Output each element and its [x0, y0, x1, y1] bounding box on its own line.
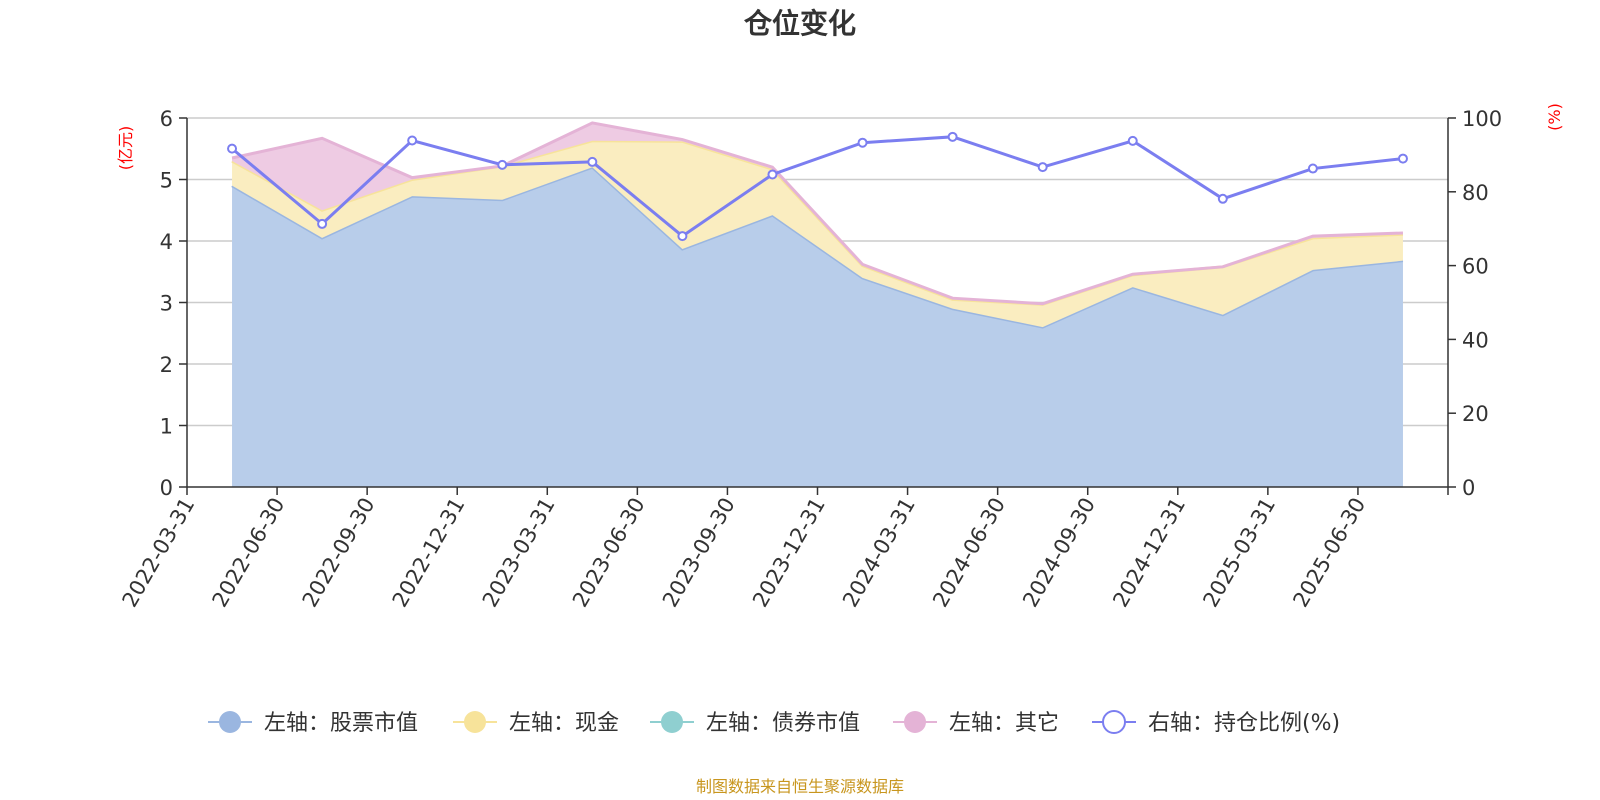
area-series-1 [232, 140, 1403, 328]
x-axis-tick-label: 2024-06-30 [928, 493, 1010, 611]
line-series-layer [227, 131, 1408, 242]
area-series-layer [231, 121, 1404, 487]
legend-label: 左轴：债券市值 [706, 711, 860, 736]
left-axis-tick-label: 3 [160, 292, 173, 316]
x-axis-tick-label: 2024-09-30 [1018, 494, 1100, 612]
right-axis-unit: (%) [1545, 103, 1564, 131]
line-series-marker [497, 159, 508, 170]
x-axis-tick-label: 2022-03-31 [118, 494, 200, 612]
line-series-marker [1037, 162, 1048, 173]
legend-item[interactable]: 左轴：其它 [893, 711, 1059, 736]
line-series-marker [947, 131, 958, 142]
x-axis-tick-label: 2024-03-31 [838, 494, 920, 612]
legend-label: 右轴：持仓比例(%) [1148, 711, 1340, 736]
right-axis-tick-label: 100 [1462, 107, 1502, 131]
line-series-marker [1397, 153, 1408, 164]
legend-item[interactable]: 右轴：持仓比例(%) [1092, 710, 1340, 736]
left-axis-tick-label: 6 [160, 107, 173, 131]
legend-marker [219, 711, 241, 733]
data-source-note: 制图数据来自恒生聚源数据库 [696, 777, 904, 796]
left-axis-tick-label: 5 [160, 169, 173, 193]
area-series-edge-3 [231, 121, 1404, 306]
legend-item[interactable]: 左轴：现金 [453, 711, 619, 736]
chart-title: 仓位变化 [744, 7, 856, 40]
x-axis-tick-label: 2025-03-31 [1198, 494, 1280, 612]
left-axis-tick-label: 2 [160, 353, 173, 377]
x-axis-tick-label: 2022-09-30 [298, 494, 380, 612]
left-axis-unit: (亿元) [116, 126, 135, 171]
line-series-marker [587, 156, 598, 167]
line-series-marker [677, 231, 688, 242]
x-axis-tick-label: 2023-09-30 [658, 494, 740, 612]
legend-item[interactable]: 左轴：股票市值 [208, 711, 418, 736]
legend-label: 左轴：其它 [949, 711, 1059, 736]
legend-marker [1102, 710, 1126, 734]
right-axis-tick-label: 60 [1462, 255, 1489, 279]
legend-marker [661, 711, 683, 733]
legend-label: 左轴：现金 [509, 711, 619, 736]
left-axis-tick-label: 1 [160, 415, 173, 439]
line-series-marker [857, 137, 868, 148]
legend-marker [904, 711, 926, 733]
line-series-marker [227, 143, 238, 154]
line-series-marker [767, 169, 778, 180]
x-axis-tick-label: 2023-12-31 [748, 494, 830, 612]
right-axis-tick-label: 40 [1462, 328, 1489, 352]
line-series-marker [1307, 163, 1318, 174]
legend-label: 左轴：股票市值 [264, 711, 418, 736]
x-axis-tick-label: 2023-06-30 [568, 494, 650, 612]
x-axis-tick-label: 2022-12-31 [388, 494, 470, 612]
line-series-marker [1127, 135, 1138, 146]
right-axis-tick-label: 80 [1462, 181, 1489, 205]
right-axis-tick-label: 20 [1462, 402, 1489, 426]
line-series-marker [317, 218, 328, 229]
legend: 左轴：股票市值 左轴：现金 左轴：债券市值 左轴：其它 右轴：持仓比例(%) [208, 710, 1340, 736]
line-series-4 [231, 135, 1404, 238]
left-axis-tick-label: 4 [160, 230, 173, 254]
area-series-0 [232, 167, 1403, 487]
line-series-marker [407, 135, 418, 146]
legend-item[interactable]: 左轴：债券市值 [650, 711, 860, 736]
x-axis-tick-label: 2023-03-31 [478, 494, 560, 612]
x-axis-tick-label: 2025-06-30 [1288, 494, 1370, 612]
right-axis-tick-label: 0 [1462, 476, 1475, 500]
line-series-marker [1217, 193, 1228, 204]
x-axis-tick-label: 2024-12-31 [1108, 494, 1190, 612]
left-axis-tick-label: 0 [160, 476, 173, 500]
legend-marker [464, 711, 486, 733]
x-axis-tick-label: 2022-06-30 [208, 494, 290, 612]
